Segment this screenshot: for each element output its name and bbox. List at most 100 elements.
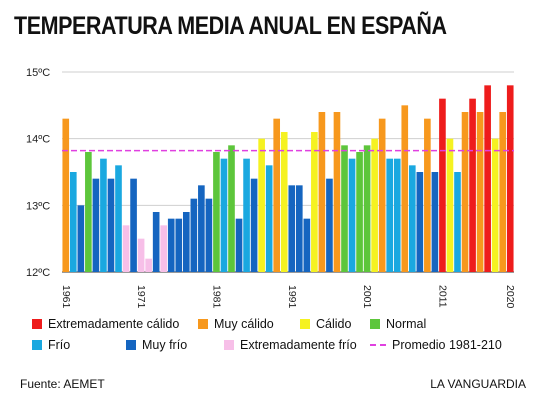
legend-label: Extremadamente cálido: [48, 317, 180, 331]
bar-1979: [198, 185, 205, 272]
bar-1984: [235, 218, 243, 272]
bar-1993: [303, 218, 311, 272]
x-tick-label: 2001: [361, 285, 373, 309]
bar-1972: [145, 258, 152, 272]
y-tick-label: 15ºC: [26, 67, 50, 79]
x-tick-label: 1991: [286, 285, 298, 309]
bar-1981: [213, 152, 220, 272]
bar-2011: [439, 98, 446, 273]
legend-swatch: [224, 340, 234, 350]
bar-2007: [408, 165, 416, 272]
y-tick-label: 14ºC: [26, 134, 50, 146]
bar-2020: [506, 85, 514, 272]
bar-1974: [160, 225, 168, 272]
chart-title: TEMPERATURA MEDIA ANUAL EN ESPAÑA: [14, 12, 447, 40]
bar-1991: [288, 185, 296, 272]
bar-1980: [205, 198, 213, 272]
bar-2006: [401, 105, 409, 272]
legend-label: Muy cálido: [214, 317, 274, 331]
legend-item-extremo-calido: Extremadamente cálido: [32, 317, 179, 331]
bar-2003: [378, 118, 386, 273]
bar-1973: [152, 212, 160, 272]
brand-logo: LA VANGUARDIA: [430, 377, 526, 391]
bar-1999: [348, 158, 356, 272]
y-tick-label: 12ºC: [26, 267, 50, 279]
legend-dash-swatch: [370, 344, 386, 346]
bar-2019: [499, 112, 507, 272]
legend-row-1: Extremadamente cálido Muy cálido Cálido …: [32, 317, 532, 338]
bar-1977: [182, 212, 190, 272]
legend-swatch: [32, 340, 42, 350]
bar-1967: [107, 178, 115, 272]
bar-1997: [333, 112, 341, 272]
legend-label: Cálido: [316, 317, 352, 331]
bar-2001: [363, 145, 371, 272]
bar-1994: [311, 132, 318, 272]
x-tick-label: 1971: [135, 285, 147, 309]
bar-1992: [295, 185, 303, 272]
bar-2008: [416, 172, 424, 272]
bar-1978: [190, 198, 198, 272]
legend-label: Frío: [48, 338, 71, 352]
bar-1986: [250, 178, 258, 272]
bar-2010: [431, 172, 439, 272]
legend-label: Normal: [386, 317, 427, 331]
legend-swatch: [370, 319, 380, 329]
bar-1975: [167, 218, 175, 272]
legend-item-muy-calido: Muy cálido: [198, 317, 274, 331]
bar-2004: [386, 158, 394, 272]
legend-label: Extremadamente frío: [240, 338, 357, 352]
bar-2018: [491, 138, 499, 272]
bar-1982: [220, 158, 228, 272]
x-tick-label: 2020: [504, 285, 516, 309]
bar-1968: [115, 165, 122, 272]
legend-item-normal: Normal: [370, 317, 426, 331]
bar-1964: [85, 152, 92, 272]
legend-label: Muy frío: [142, 338, 188, 352]
grid-lines: [62, 71, 514, 273]
legend-swatch: [198, 319, 208, 329]
x-tick-label: 1981: [210, 285, 222, 309]
bar-2016: [476, 112, 484, 272]
bar-1988: [265, 165, 273, 272]
bar-1971: [137, 238, 145, 272]
bar-chart: 12ºC 13ºC 14ºC 15ºC 1961 1971 1981 1991 2001 201…: [26, 67, 516, 309]
legend-row-2: Frío Muy frío Extremadamente frío Promed…: [32, 338, 532, 359]
x-axis: 1961 1971 1981 1991 2001 2011 2020: [60, 285, 516, 309]
legend-swatch: [126, 340, 136, 350]
legend-swatch: [32, 319, 42, 329]
bar-1983: [228, 145, 235, 272]
bar-1989: [273, 118, 281, 273]
legend-item-frio: Frío: [32, 338, 70, 352]
bar-1995: [318, 112, 326, 272]
bar-2002: [371, 138, 378, 272]
legend-item-extremo-frio: Extremadamente frío: [224, 338, 357, 352]
bar-1985: [243, 158, 250, 272]
bar-1990: [280, 132, 288, 272]
bar-1987: [258, 138, 265, 272]
bar-2013: [454, 172, 461, 272]
legend-swatch: [300, 319, 310, 329]
legend-item-calido: Cálido: [300, 317, 351, 331]
bar-1976: [175, 218, 183, 272]
y-axis: 12ºC 13ºC 14ºC 15ºC: [26, 67, 50, 279]
y-tick-label: 13ºC: [26, 200, 50, 212]
legend-item-muy-frio: Muy frío: [126, 338, 187, 352]
bar-2000: [356, 152, 363, 272]
bar-1970: [130, 178, 137, 272]
x-tick-label: 2011: [436, 285, 448, 308]
bar-2015: [469, 98, 476, 273]
bar-2005: [393, 158, 401, 272]
bar-1966: [100, 158, 107, 272]
legend-item-promedio: Promedio 1981-210: [370, 338, 502, 352]
bar-series: [62, 85, 514, 273]
source-note: Fuente: AEMET: [20, 377, 105, 391]
bar-1996: [326, 178, 333, 272]
bar-1969: [122, 225, 130, 272]
bar-1961: [62, 118, 70, 273]
bar-2012: [446, 138, 454, 272]
bar-2009: [424, 118, 431, 273]
bar-2017: [484, 85, 491, 272]
bar-1963: [77, 205, 85, 272]
legend-label: Promedio 1981-210: [392, 338, 502, 352]
